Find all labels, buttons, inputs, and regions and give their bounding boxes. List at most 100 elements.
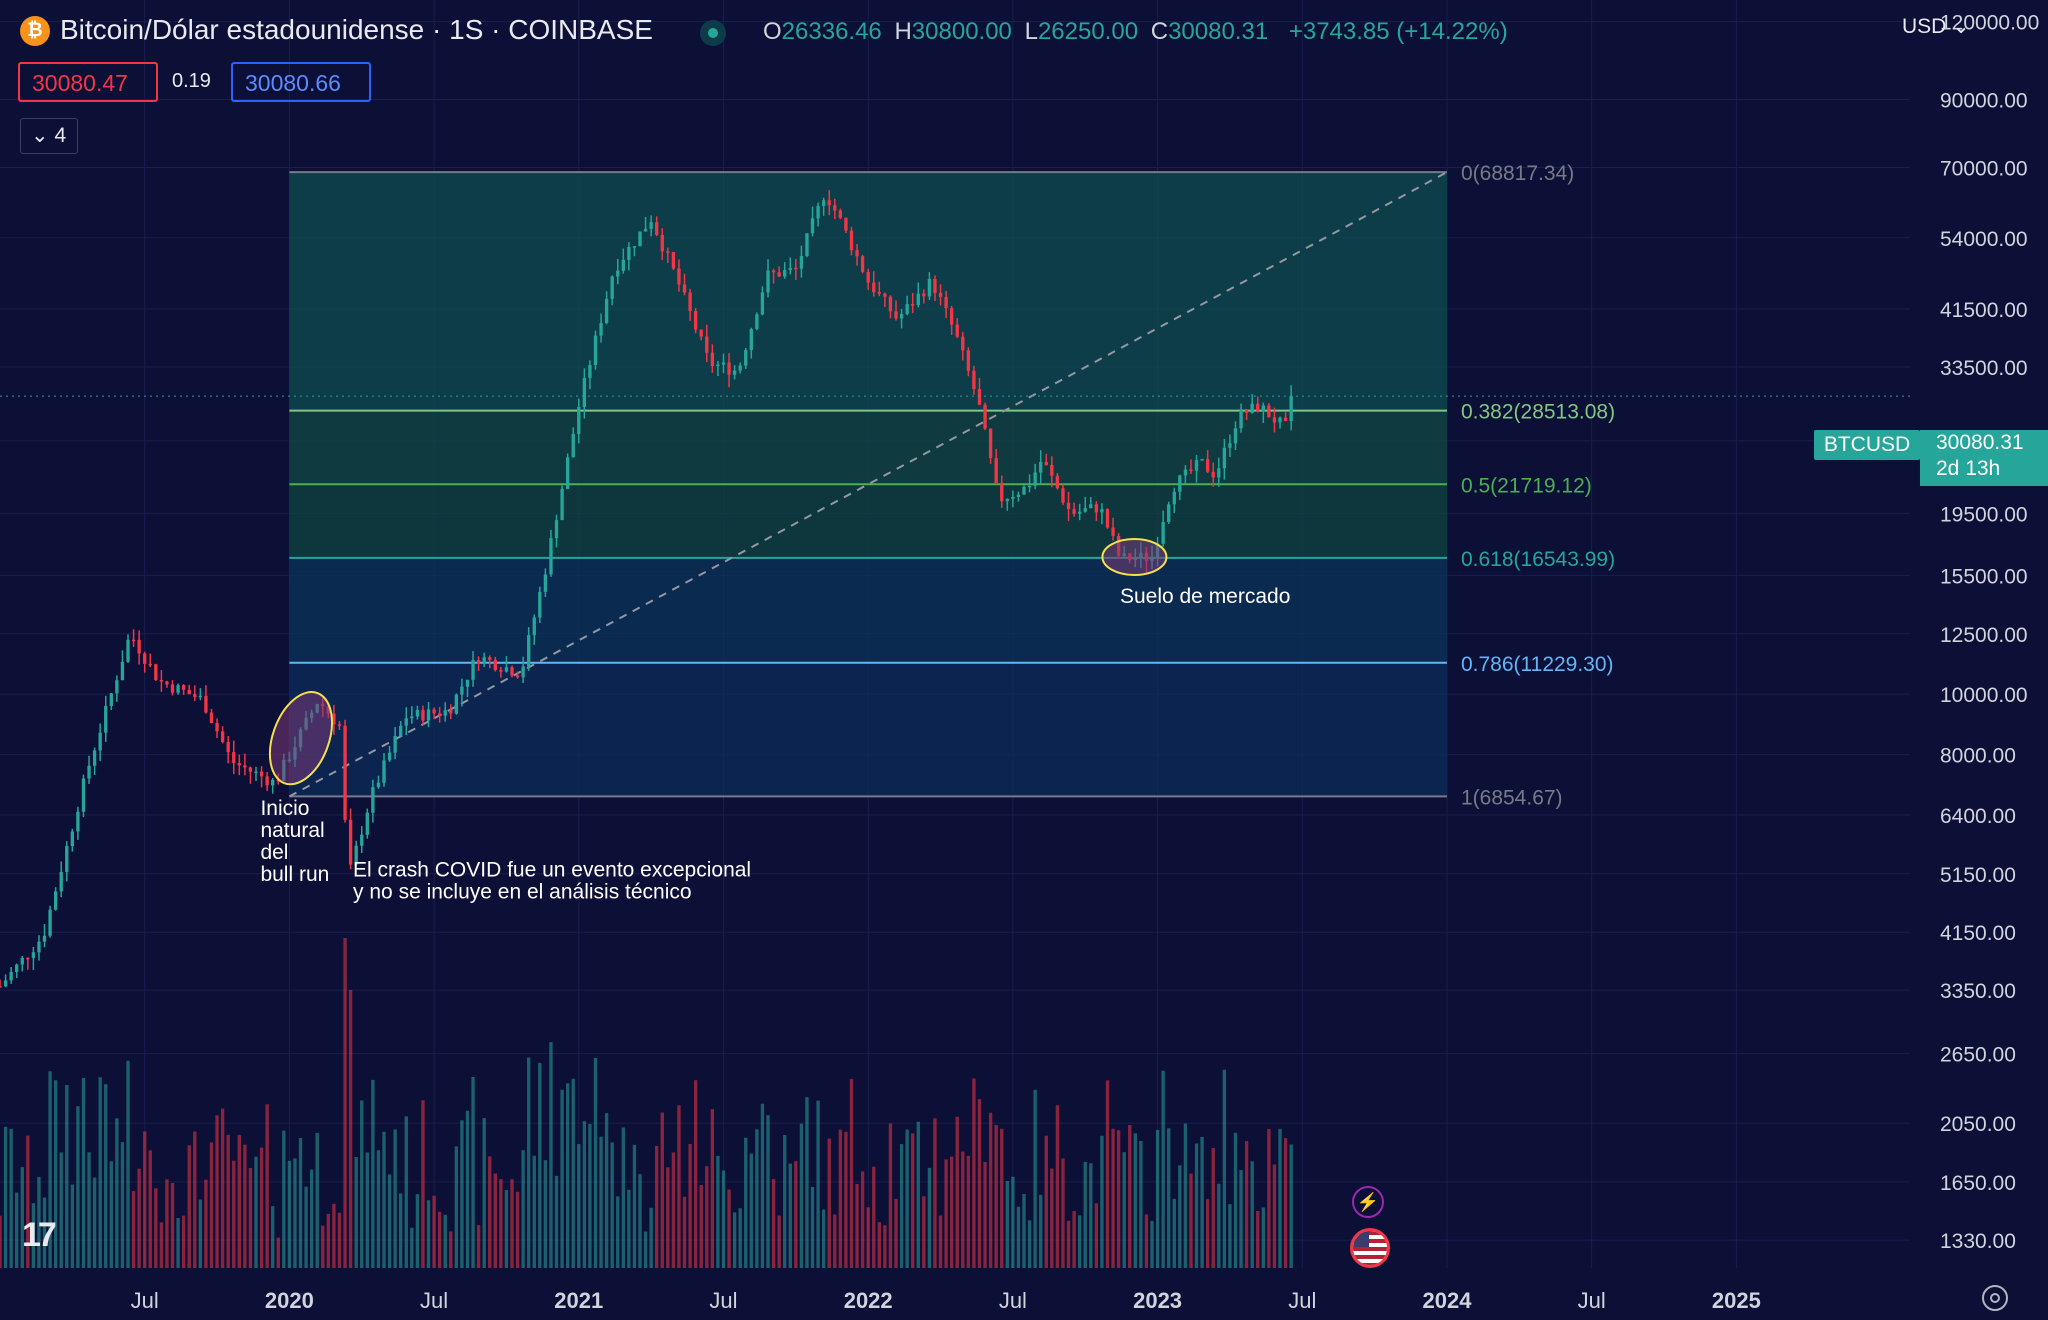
candle-body bbox=[894, 311, 898, 319]
last-price-value: 30080.31 bbox=[1936, 431, 2024, 454]
volume-bar bbox=[148, 1150, 152, 1268]
candle-body bbox=[371, 787, 375, 813]
volume-bar bbox=[193, 1131, 197, 1268]
volume-bar bbox=[894, 1198, 898, 1268]
volume-bar bbox=[42, 1197, 47, 1268]
fib-level-label: 0.618(16543.99) bbox=[1461, 548, 1615, 571]
volume-bar bbox=[1200, 1136, 1204, 1268]
volume-bar bbox=[476, 1225, 481, 1268]
buy-price-button[interactable]: 30080.66 bbox=[231, 62, 371, 102]
candle-body bbox=[783, 269, 787, 277]
price-tick-label: 90000.00 bbox=[1940, 90, 2028, 113]
volume-bar bbox=[1267, 1128, 1271, 1268]
candle-body bbox=[1256, 403, 1260, 412]
volume-bar bbox=[1150, 1220, 1154, 1268]
tradingview-logo[interactable]: 17 bbox=[22, 1216, 57, 1254]
candle-body bbox=[193, 694, 197, 697]
volume-bar bbox=[449, 1231, 453, 1268]
candle-body bbox=[866, 271, 870, 283]
candle-body bbox=[1105, 509, 1110, 528]
candle-body bbox=[732, 370, 737, 375]
annotation-line: El crash COVID fue un evento excepcional bbox=[353, 858, 751, 881]
volume-bar bbox=[298, 1138, 303, 1268]
candle-body bbox=[949, 308, 954, 325]
market-status-icon[interactable] bbox=[700, 20, 726, 46]
candle-body bbox=[254, 771, 258, 774]
candle-body bbox=[170, 684, 175, 693]
chevron-down-icon: ⌄ bbox=[31, 124, 49, 147]
symbol-title[interactable]: Bitcoin/Dólar estadounidense · 1S · COIN… bbox=[60, 14, 653, 45]
volume-bar bbox=[972, 1078, 976, 1268]
time-tick-label: Jul bbox=[709, 1288, 737, 1313]
candle-body bbox=[154, 664, 158, 681]
volume-bar bbox=[1111, 1128, 1115, 1268]
candle-body bbox=[1278, 417, 1282, 423]
candle-body bbox=[671, 252, 676, 269]
candle-body bbox=[1267, 405, 1271, 418]
candle-body bbox=[660, 234, 664, 252]
candle-body bbox=[760, 292, 765, 315]
candle-body bbox=[699, 329, 703, 337]
volume-bar bbox=[749, 1153, 753, 1268]
gear-icon[interactable] bbox=[1982, 1285, 2008, 1311]
volume-bar bbox=[655, 1145, 659, 1268]
candle-body bbox=[571, 433, 575, 458]
us-flag-icon[interactable] bbox=[1350, 1228, 1390, 1268]
candle-body bbox=[215, 722, 219, 732]
volume-bar bbox=[482, 1118, 486, 1268]
candle-body bbox=[816, 205, 820, 219]
sell-price-button[interactable]: 30080.47 bbox=[18, 62, 158, 102]
volume-bar bbox=[783, 1135, 787, 1268]
volume-bar bbox=[3, 1126, 8, 1268]
volume-bar bbox=[471, 1076, 475, 1268]
candle-body bbox=[70, 831, 75, 847]
candle-body bbox=[860, 256, 865, 272]
candle-body bbox=[493, 659, 497, 670]
open-label: O bbox=[763, 18, 782, 45]
candle-body bbox=[98, 732, 102, 751]
candle-body bbox=[1044, 461, 1048, 465]
volume-bar bbox=[1272, 1164, 1277, 1268]
close-label: C bbox=[1150, 18, 1169, 45]
candle-body bbox=[510, 667, 514, 676]
volume-bar bbox=[465, 1110, 470, 1268]
volume-bar bbox=[271, 1206, 275, 1268]
currency-selector[interactable]: USD ⌄ bbox=[1902, 14, 1970, 39]
volume-bar bbox=[732, 1212, 737, 1268]
candle-body bbox=[1050, 464, 1054, 476]
annotation-text: El crash COVID fue un evento excepcional… bbox=[353, 858, 751, 903]
volume-bar bbox=[1283, 1138, 1288, 1268]
fib-level-label: 1(6854.67) bbox=[1461, 786, 1563, 809]
candle-body bbox=[538, 591, 542, 618]
candle-body bbox=[131, 639, 136, 642]
candle-body bbox=[1178, 475, 1182, 492]
volume-bar bbox=[1222, 1069, 1227, 1268]
volume-bar bbox=[577, 1144, 581, 1268]
candle-body bbox=[237, 763, 241, 766]
candle-body bbox=[705, 336, 709, 353]
volume-bar bbox=[31, 1203, 36, 1268]
volume-bar bbox=[860, 1171, 865, 1268]
candle-body bbox=[1072, 509, 1076, 514]
candle-body bbox=[26, 957, 30, 960]
volume-bar bbox=[1089, 1163, 1093, 1268]
candle-body bbox=[348, 819, 353, 865]
candle-body bbox=[933, 278, 937, 294]
indicators-toggle[interactable]: ⌄ 4 bbox=[20, 118, 78, 154]
volume-bar bbox=[1094, 1203, 1099, 1268]
candle-body bbox=[977, 389, 982, 405]
candle-body bbox=[226, 742, 230, 753]
volume-bar bbox=[554, 1175, 559, 1268]
candle-body bbox=[1239, 409, 1243, 429]
volume-bar bbox=[627, 1189, 631, 1268]
candle-body bbox=[543, 574, 548, 592]
candle-body bbox=[181, 685, 186, 690]
lightning-icon[interactable]: ⚡ bbox=[1352, 1186, 1384, 1218]
volume-bar bbox=[944, 1159, 948, 1268]
volume-bar bbox=[532, 1155, 536, 1268]
candle-body bbox=[927, 278, 932, 297]
annotation-line: Suelo de mercado bbox=[1120, 585, 1290, 608]
volume-bar bbox=[48, 1071, 52, 1268]
volume-bar bbox=[1105, 1080, 1110, 1268]
